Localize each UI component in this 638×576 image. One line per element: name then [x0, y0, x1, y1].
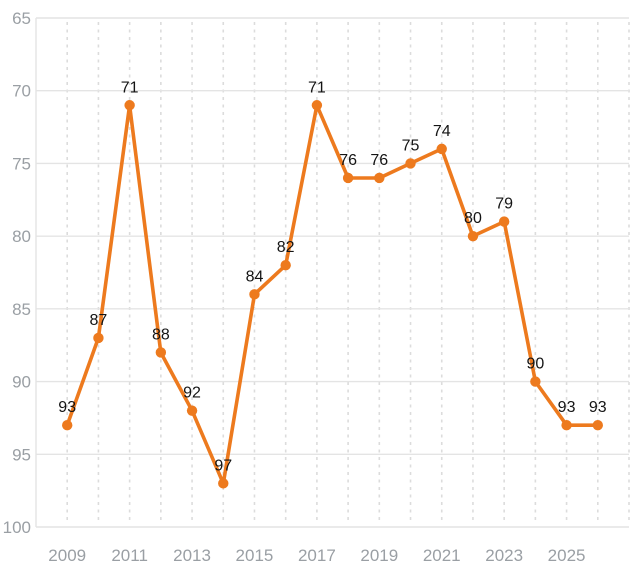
x-tick-label: 2019 [360, 546, 398, 565]
data-point[interactable] [311, 100, 323, 111]
y-tick-label: 100 [3, 518, 31, 537]
data-point[interactable] [342, 172, 354, 184]
data-point-label: 71 [308, 79, 326, 96]
data-point-label: 75 [402, 137, 420, 154]
series-polyline [65, 103, 600, 486]
data-point[interactable] [280, 260, 291, 271]
data-point-label: 93 [558, 399, 576, 416]
data-point-label: 87 [90, 312, 108, 329]
data-point-label: 97 [214, 457, 232, 474]
x-tick-label: 2013 [173, 546, 211, 565]
data-point-label: 74 [433, 123, 451, 140]
data-series-line [65, 103, 600, 486]
data-point-label: 82 [277, 239, 295, 256]
x-tick-label: 2009 [48, 546, 86, 565]
x-tick-label: 2011 [111, 546, 148, 565]
horizontal-gridlines [36, 17, 629, 528]
data-point[interactable] [498, 216, 510, 227]
data-point-label: 93 [58, 399, 76, 416]
data-point[interactable] [374, 172, 385, 184]
data-point-label: 90 [526, 356, 544, 373]
y-tick-label: 75 [12, 154, 31, 173]
data-point-labels: 93 87 71 88 92 97 84 82 71 76 76 75 74 80 79 90 93 93 [58, 79, 606, 474]
data-point[interactable] [124, 100, 135, 111]
data-point[interactable] [93, 332, 104, 344]
data-point[interactable] [561, 420, 572, 431]
y-tick-label: 95 [12, 445, 31, 464]
y-tick-label: 80 [12, 227, 31, 246]
data-point-label: 76 [370, 152, 388, 169]
data-point[interactable] [405, 158, 416, 169]
x-tick-label: 2021 [423, 546, 461, 565]
y-tick-label: 85 [12, 300, 31, 319]
data-point-label: 80 [464, 210, 482, 227]
data-points [62, 100, 603, 489]
data-point[interactable] [62, 420, 73, 431]
data-point[interactable] [186, 405, 198, 416]
data-point[interactable] [530, 376, 541, 387]
data-point[interactable] [467, 230, 479, 242]
data-point[interactable] [436, 143, 447, 155]
data-point-label: 84 [246, 268, 264, 285]
y-tick-label: 90 [12, 373, 31, 392]
data-point-label: 93 [589, 399, 607, 416]
x-tick-label: 2015 [236, 546, 274, 565]
data-point[interactable] [249, 289, 260, 300]
y-tick-label: 70 [12, 82, 31, 101]
x-axis-tick-labels: 2009 2011 2013 2015 2017 2019 2021 2023 2025 [48, 546, 585, 565]
data-point-label: 79 [495, 196, 513, 213]
y-axis-tick-labels: 65 70 75 80 85 90 95 100 [3, 9, 31, 537]
data-point[interactable] [592, 420, 603, 431]
data-point[interactable] [155, 347, 167, 358]
y-tick-label: 65 [12, 9, 31, 28]
data-point-label: 92 [183, 385, 201, 402]
x-tick-label: 2017 [298, 546, 336, 565]
data-point-label: 76 [339, 152, 357, 169]
data-point[interactable] [218, 478, 229, 489]
data-point-label: 71 [121, 79, 139, 96]
data-point-label: 88 [152, 326, 170, 343]
x-tick-label: 2023 [485, 546, 523, 565]
x-tick-label: 2025 [548, 546, 586, 565]
